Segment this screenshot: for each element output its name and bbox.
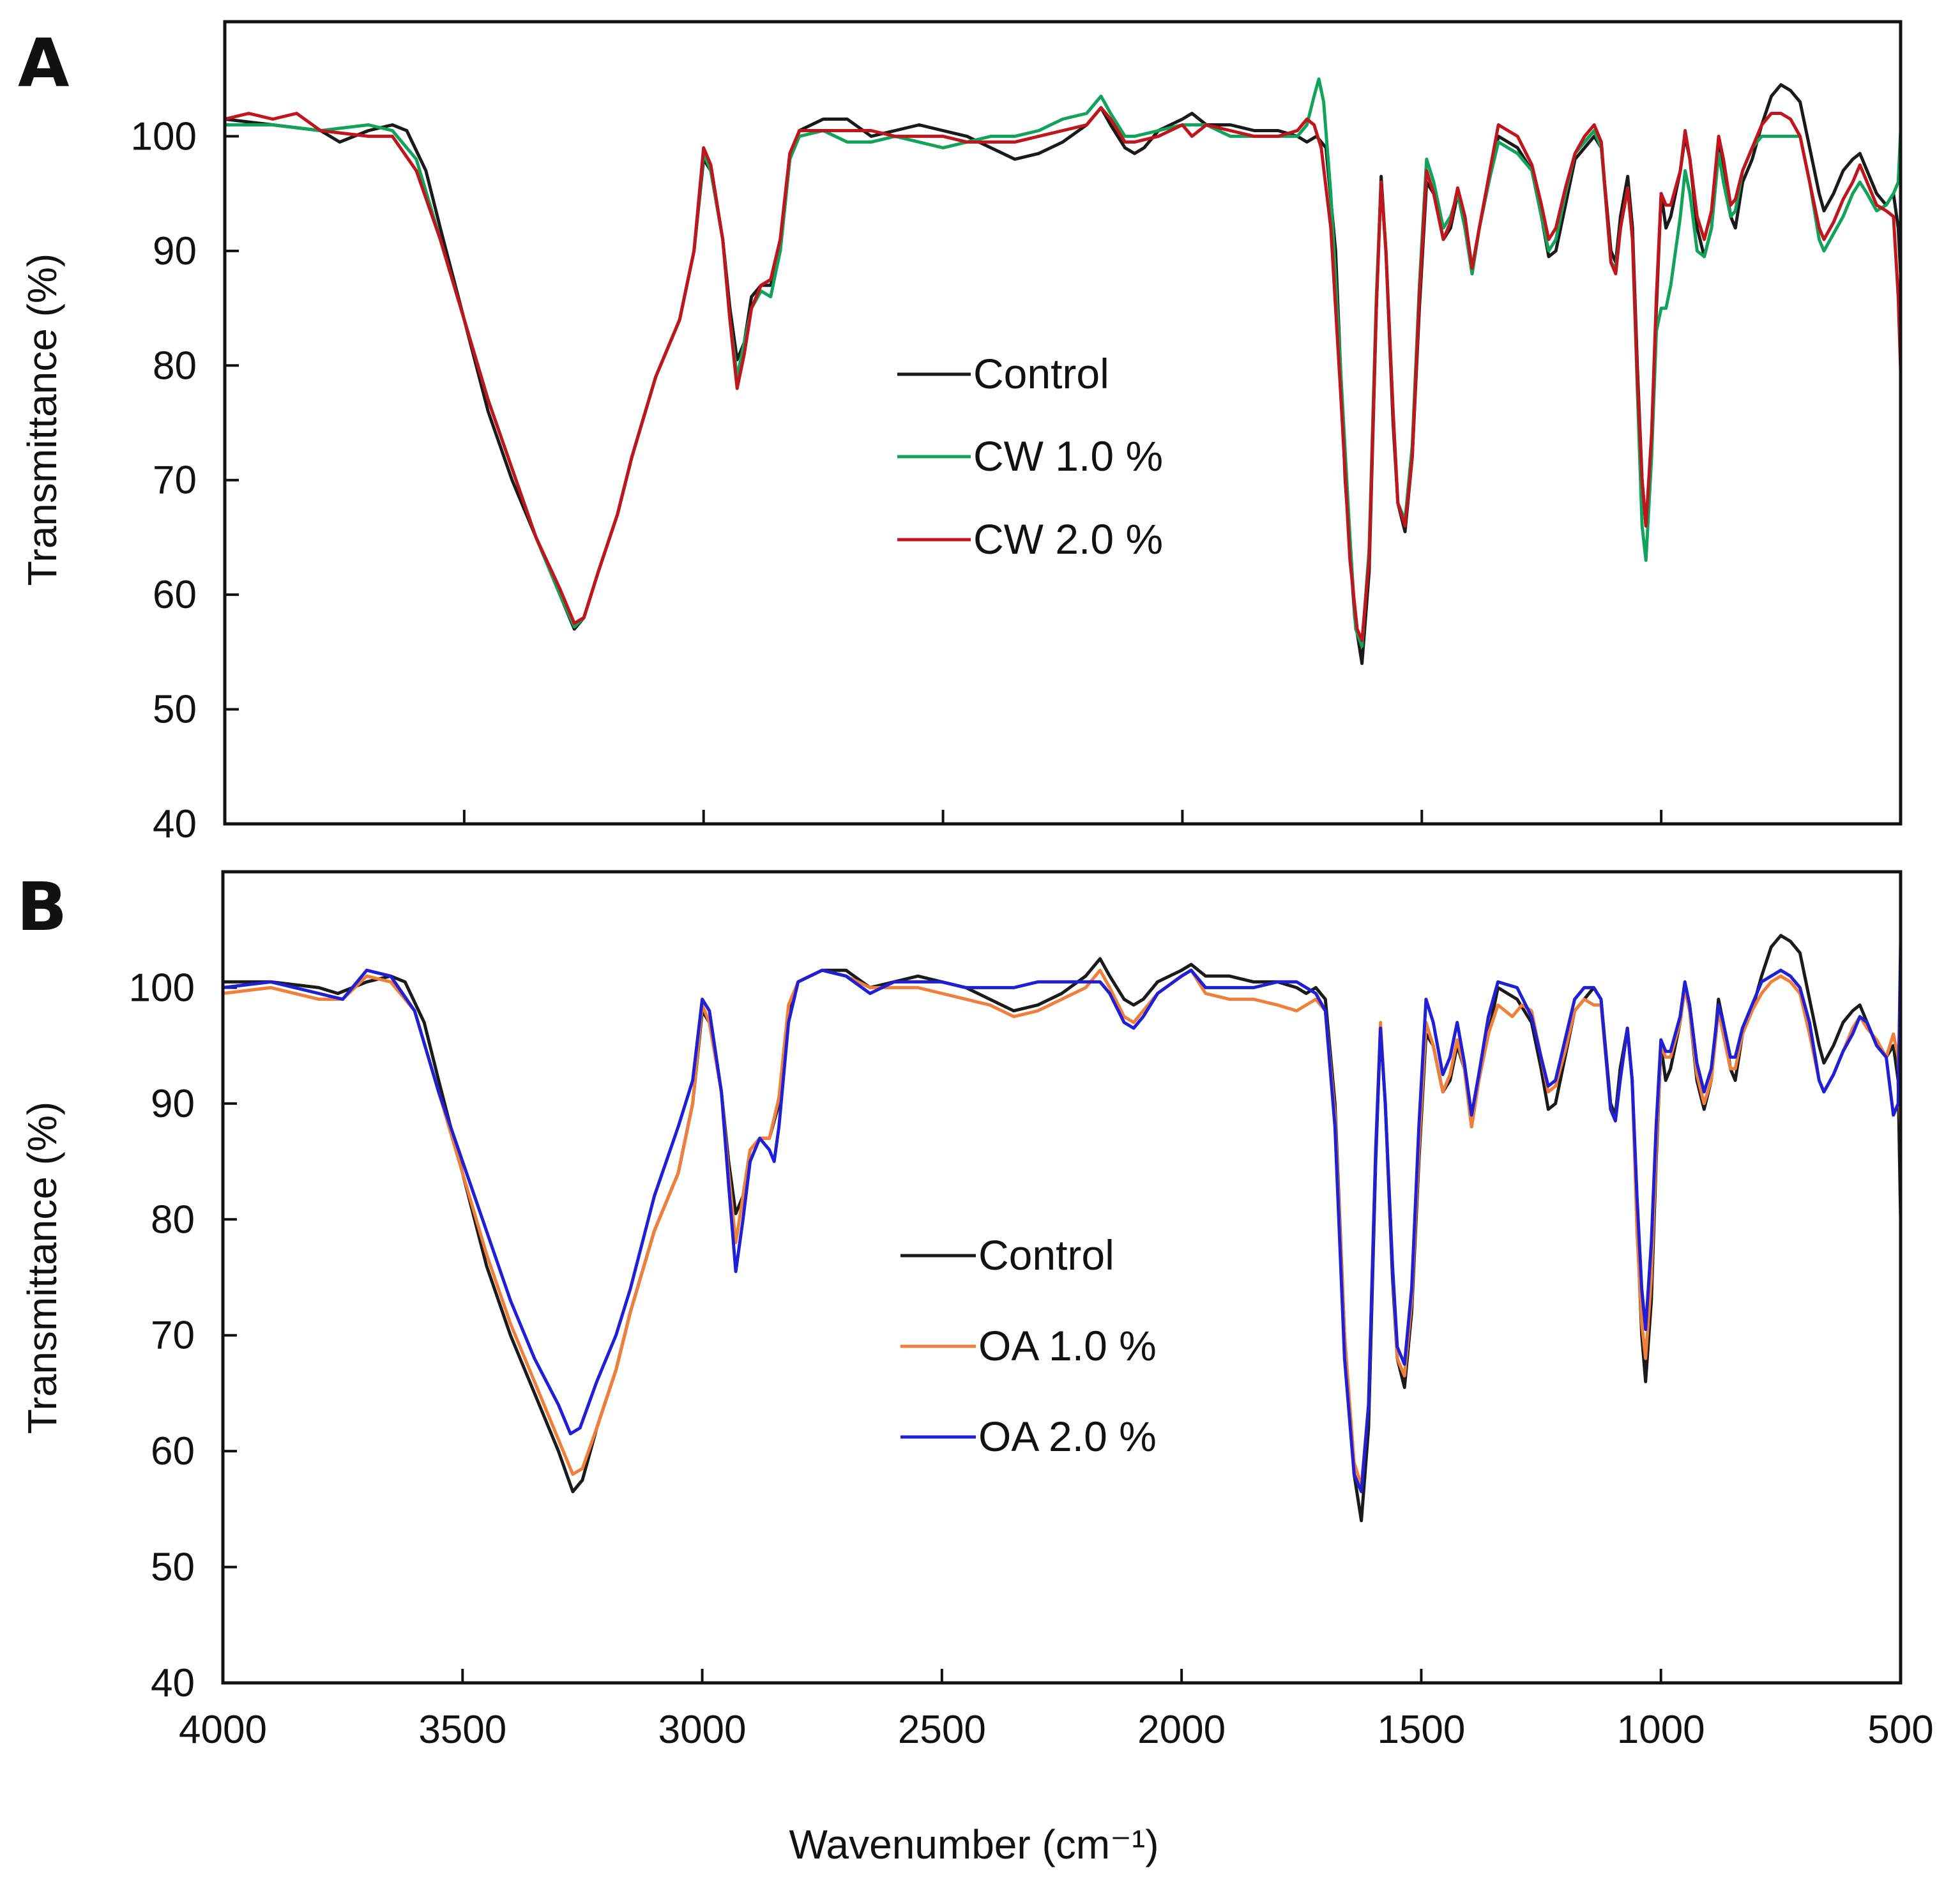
panel-a-x-tick-marks bbox=[462, 810, 1663, 824]
panel-a-ytick-label-60: 60 bbox=[153, 573, 197, 617]
legend-b-label-oa-1: OA 1.0 % bbox=[978, 1322, 1157, 1369]
panel-b-xtick-label-500: 500 bbox=[1867, 1708, 1933, 1752]
legend-a-label-control: Control bbox=[973, 350, 1109, 397]
legend-a-label-cw-2: CW 2.0 % bbox=[973, 515, 1163, 563]
panel-b-legend: Control OA 1.0 % OA 2.0 % bbox=[900, 1231, 1157, 1460]
panel-b-ytick-label-50: 50 bbox=[151, 1546, 195, 1590]
panel-b-xtick-label-4000: 4000 bbox=[179, 1708, 267, 1752]
panel-a-ytick-label-90: 90 bbox=[153, 229, 197, 273]
panel-b-x-tick-labels: 4000 3500 3000 2500 2000 1500 1000 500 bbox=[179, 1708, 1934, 1752]
panel-a-ytick-label-70: 70 bbox=[153, 459, 197, 503]
panel-a-ytick-label-100: 100 bbox=[131, 114, 197, 158]
panel-a-ytick-label-40: 40 bbox=[153, 802, 197, 846]
panel-a-legend: Control CW 1.0 % CW 2.0 % bbox=[897, 350, 1163, 563]
legend-b-label-control: Control bbox=[978, 1231, 1114, 1279]
panel-a-y-axis-title: Transmittance (%) bbox=[19, 254, 65, 586]
panel-a-ytick-label-80: 80 bbox=[153, 344, 197, 388]
panel-b-ytick-label-60: 60 bbox=[151, 1429, 195, 1473]
panel-b-x-tick-marks bbox=[461, 1669, 1662, 1683]
panel-b-series bbox=[222, 934, 1903, 1523]
panel-a: A Transmittance (%) 40 50 60 70 80 90 100 Cont… bbox=[18, 20, 1903, 846]
panel-b-series-oa-2-0 bbox=[222, 941, 1903, 1494]
panel-b: B Transmittance (%) 40 50 60 70 80 90 100 4000… bbox=[17, 868, 1934, 1752]
panel-b-ytick-label-80: 80 bbox=[151, 1197, 195, 1242]
panel-b-ytick-label-100: 100 bbox=[129, 966, 195, 1010]
panel-a-ytick-label-50: 50 bbox=[153, 688, 197, 732]
panel-b-ytick-label-70: 70 bbox=[151, 1314, 195, 1358]
panel-a-plot-frame bbox=[223, 20, 1903, 826]
panel-a-y-tick-labels: 40 50 60 70 80 90 100 bbox=[131, 114, 197, 846]
legend-a-label-cw-1: CW 1.0 % bbox=[973, 432, 1163, 480]
panel-a-series-cw-2-0 bbox=[224, 106, 1903, 642]
legend-b-label-oa-2: OA 2.0 % bbox=[978, 1413, 1157, 1460]
panel-b-xtick-label-3000: 3000 bbox=[658, 1708, 747, 1752]
panel-b-xtick-label-1000: 1000 bbox=[1617, 1708, 1705, 1752]
panel-b-xtick-label-1500: 1500 bbox=[1377, 1708, 1465, 1752]
panel-b-xtick-label-2000: 2000 bbox=[1137, 1708, 1226, 1752]
panel-b-xtick-label-2500: 2500 bbox=[898, 1708, 986, 1752]
panel-a-letter: A bbox=[18, 24, 70, 102]
panel-b-letter: B bbox=[17, 868, 67, 946]
panel-a-series bbox=[224, 77, 1903, 665]
panel-b-xtick-label-3500: 3500 bbox=[418, 1708, 506, 1752]
panel-b-plot-frame bbox=[221, 870, 1903, 1685]
panel-b-ytick-label-40: 40 bbox=[151, 1661, 195, 1705]
panel-b-y-tick-labels: 40 50 60 70 80 90 100 bbox=[129, 966, 195, 1705]
panel-b-ytick-label-90: 90 bbox=[151, 1082, 195, 1126]
x-axis-title: Wavenumber (cm⁻¹) bbox=[789, 1821, 1159, 1867]
panel-b-y-axis-title: Transmittance (%) bbox=[19, 1102, 65, 1434]
